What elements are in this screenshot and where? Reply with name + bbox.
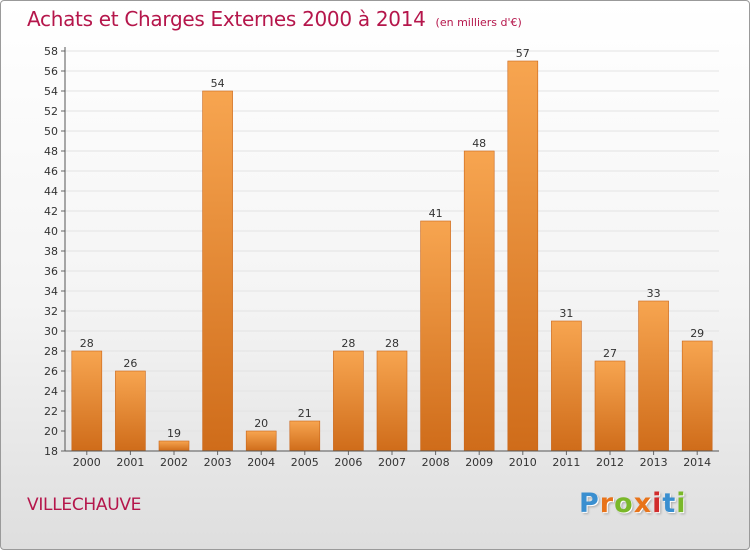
bar-2005 [289, 420, 321, 452]
bar-2000 [71, 350, 103, 452]
y-tick-label: 34 [44, 285, 58, 298]
x-tick-label: 2001 [116, 456, 144, 469]
y-tick-label: 36 [44, 265, 58, 278]
bar-2013 [638, 300, 669, 452]
bar-2003 [202, 90, 233, 452]
bar-2009 [463, 150, 495, 452]
x-tick-label: 2000 [73, 456, 101, 469]
unit-note: (en milliers d'€) [435, 16, 522, 29]
chart-title-text: Achats et Charges Externes 2000 à 2014 [27, 7, 426, 31]
y-tick-label: 56 [44, 65, 58, 78]
y-tick-label: 26 [44, 365, 58, 378]
x-tick-label: 2002 [160, 456, 188, 469]
data-label-2003: 54 [211, 77, 225, 90]
y-tick-label: 22 [44, 405, 58, 418]
y-tick-label: 20 [44, 425, 58, 438]
data-label-2007: 28 [385, 337, 399, 350]
y-tick-label: 42 [44, 205, 58, 218]
x-tick-labels: 2000 2001 2002 2003 2004 2005 2006 2007 2008 2009… [73, 456, 711, 469]
logo-letter: r [599, 488, 615, 519]
data-label-2001: 26 [123, 357, 137, 370]
y-tick-label: 40 [44, 225, 58, 238]
y-tick-label: 50 [44, 125, 58, 138]
x-tick-label: 2007 [378, 456, 406, 469]
data-label-2008: 41 [429, 207, 443, 220]
x-tick-label: 2013 [640, 456, 668, 469]
proxiti-logo: Proxiti [579, 488, 687, 519]
data-label-2010: 57 [516, 47, 530, 60]
logo-letter: i [652, 488, 663, 519]
y-tick-label: 58 [44, 45, 58, 58]
data-label-2006: 28 [341, 337, 355, 350]
data-label-2009: 48 [472, 137, 486, 150]
x-tick-label: 2008 [422, 456, 450, 469]
x-tick-label: 2005 [291, 456, 319, 469]
x-tick-label: 2003 [204, 456, 232, 469]
data-label-2011: 31 [559, 307, 573, 320]
logo-letter: x [633, 488, 653, 519]
bar-2010 [507, 60, 539, 452]
y-tick-label: 24 [44, 385, 58, 398]
bar-2014 [681, 340, 713, 452]
bar-2007 [376, 350, 408, 452]
bar-2006 [333, 350, 364, 452]
y-tick-label: 32 [44, 305, 58, 318]
bar-2012 [594, 360, 626, 452]
bar-2001 [115, 370, 146, 452]
bar-2008 [420, 220, 451, 452]
data-label-2004: 20 [254, 417, 268, 430]
y-tick-label: 46 [44, 165, 58, 178]
x-tick-label: 2012 [596, 456, 624, 469]
x-tick-label: 2006 [334, 456, 362, 469]
x-tick-label: 2010 [509, 456, 537, 469]
chart-title: Achats et Charges Externes 2000 à 2014 (e… [27, 7, 522, 31]
logo-letter: P [579, 488, 600, 519]
data-label-2014: 29 [690, 327, 704, 340]
commune-name: VILLECHAUVE [27, 495, 142, 515]
y-tick-label: 18 [44, 445, 58, 458]
bars [71, 60, 713, 452]
logo-letter: o [614, 488, 634, 519]
data-label-2012: 27 [603, 347, 617, 360]
y-tick-label: 30 [44, 325, 58, 338]
y-tick-label: 48 [44, 145, 58, 158]
logo-letter: i [676, 488, 687, 519]
y-tick-labels: 18 20 22 24 26 28 30 32 34 36 38 40 42 44 46 48 50 52 54 56… [44, 45, 58, 458]
x-tick-label: 2004 [247, 456, 275, 469]
bar-2002 [158, 440, 190, 452]
y-tick-label: 28 [44, 345, 58, 358]
x-tick-label: 2011 [552, 456, 580, 469]
data-label-2005: 21 [298, 407, 312, 420]
y-tick-label: 52 [44, 105, 58, 118]
y-tick-label: 54 [44, 85, 58, 98]
bar-2011 [551, 320, 582, 452]
data-label-2013: 33 [647, 287, 661, 300]
y-tick-label: 44 [44, 185, 58, 198]
data-label-2002: 19 [167, 427, 181, 440]
data-label-2000: 28 [80, 337, 94, 350]
y-tick-label: 38 [44, 245, 58, 258]
bar-2004 [245, 430, 277, 452]
data-labels: 28 26 19 54 20 21 28 28 41 48 57 31 27 33 29 [80, 47, 704, 440]
axes [61, 47, 719, 455]
x-tick-label: 2009 [465, 456, 493, 469]
logo-letter: t [662, 488, 677, 519]
x-tick-label: 2014 [683, 456, 711, 469]
